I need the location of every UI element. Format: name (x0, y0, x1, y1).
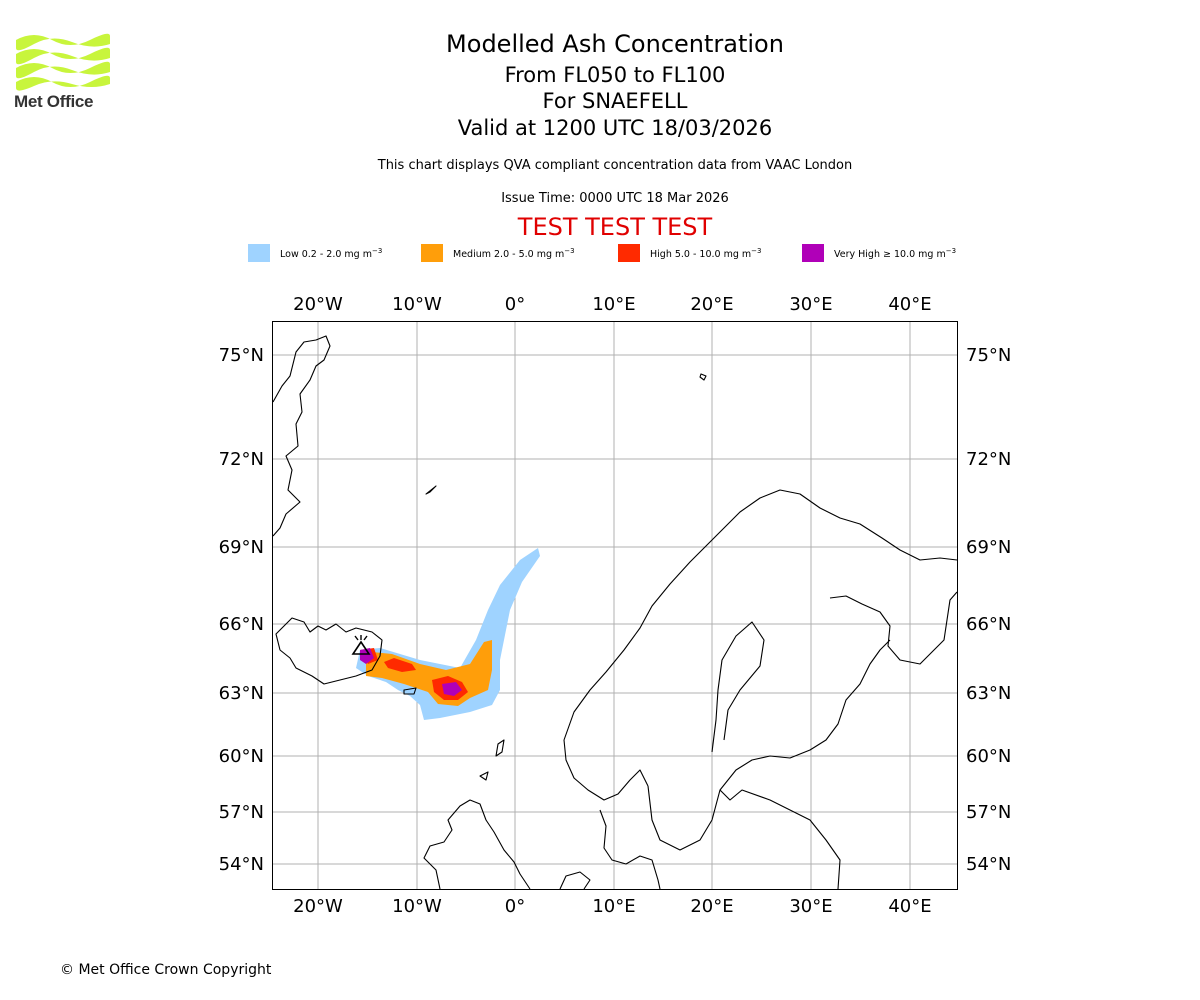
lat-label-left-57n: 57°N (219, 802, 264, 823)
lat-label-right-72n: 72°N (966, 449, 1011, 470)
compliance-note: This chart displays QVA compliant concen… (377, 158, 853, 173)
flight-level-range: From FL050 to FL100 (504, 63, 726, 87)
lat-label-right-57n: 57°N (966, 802, 1011, 823)
lat-label-left-60n: 60°N (219, 746, 264, 767)
coast-southern-norway (563, 739, 649, 801)
lon-label-top-10w: 10°W (392, 294, 442, 315)
lon-label-top-20e: 20°E (690, 294, 733, 315)
lat-label-right-69n: 69°N (966, 537, 1011, 558)
coast-greenland (272, 335, 331, 537)
legend-swatch-medium (421, 244, 443, 262)
lat-label-right-54n: 54°N (966, 854, 1011, 875)
lon-label-bottom-30e: 30°E (789, 896, 832, 917)
lon-label-top-40e: 40°E (888, 294, 931, 315)
concentration-legend: Low 0.2 - 2.0 mg m−3 Medium 2.0 - 5.0 mg… (248, 244, 1008, 262)
lat-label-left-69n: 69°N (219, 537, 264, 558)
volcano-icon (351, 635, 371, 655)
lon-label-top-10e: 10°E (592, 294, 635, 315)
legend-swatch-very-high (802, 244, 824, 262)
legend-swatch-high (618, 244, 640, 262)
coast-iceland (275, 617, 383, 685)
lat-label-left-66n: 66°N (219, 614, 264, 635)
coast-baltic (719, 789, 841, 890)
lon-label-top-20w: 20°W (293, 294, 343, 315)
ash-high-region (360, 648, 468, 700)
met-office-logo (16, 33, 110, 91)
lon-label-bottom-20w: 20°W (293, 896, 343, 917)
lat-label-left-72n: 72°N (219, 449, 264, 470)
lon-label-bottom-20e: 20°E (690, 896, 733, 917)
chart-title: Modelled Ash Concentration (446, 30, 784, 58)
coast-jan-mayen (425, 485, 437, 495)
coast-bear-island (699, 373, 707, 381)
legend-item-low: Low 0.2 - 2.0 mg m−3 (280, 247, 383, 261)
coast-sweden-finland-border (647, 639, 891, 851)
coastlines (272, 335, 958, 890)
lat-label-left-54n: 54°N (219, 854, 264, 875)
lat-label-left-63n: 63°N (219, 683, 264, 704)
lat-label-left-75n: 75°N (219, 345, 264, 366)
coast-europe (559, 871, 591, 890)
lat-label-right-60n: 60°N (966, 746, 1011, 767)
lon-label-bottom-10e: 10°E (592, 896, 635, 917)
coast-faroes (403, 687, 417, 695)
ash-very-high-region (360, 648, 462, 696)
coast-kola (829, 591, 958, 665)
issue-time: Issue Time: 0000 UTC 18 Mar 2026 (501, 191, 729, 206)
legend-item-very-high: Very High ≥ 10.0 mg m−3 (834, 247, 957, 261)
coast-norway (563, 489, 958, 741)
lat-label-right-75n: 75°N (966, 345, 1011, 366)
graticule (273, 322, 957, 889)
coast-denmark (599, 809, 661, 890)
map-frame (272, 321, 958, 890)
coast-gulf-bothnia (711, 621, 765, 753)
lat-label-right-66n: 66°N (966, 614, 1011, 635)
lon-label-bottom-10w: 10°W (392, 896, 442, 917)
ash-plume (356, 548, 540, 720)
volcano-name: For SNAEFELL (542, 89, 688, 113)
lon-label-top-0: 0° (505, 294, 525, 315)
lon-label-bottom-0: 0° (505, 896, 525, 917)
legend-item-medium: Medium 2.0 - 5.0 mg m−3 (453, 247, 575, 261)
lat-label-right-63n: 63°N (966, 683, 1011, 704)
legend-item-high: High 5.0 - 10.0 mg m−3 (650, 247, 762, 261)
coast-britain (423, 799, 531, 890)
valid-time: Valid at 1200 UTC 18/03/2026 (457, 116, 773, 140)
coast-shetland (495, 739, 505, 757)
coast-orkney (479, 771, 489, 781)
test-banner: TEST TEST TEST (517, 213, 713, 241)
lon-label-top-30e: 30°E (789, 294, 832, 315)
lon-label-bottom-40e: 40°E (888, 896, 931, 917)
legend-swatch-low (248, 244, 270, 262)
copyright-notice: © Met Office Crown Copyright (60, 962, 272, 978)
logo-text: Met Office (14, 92, 94, 111)
